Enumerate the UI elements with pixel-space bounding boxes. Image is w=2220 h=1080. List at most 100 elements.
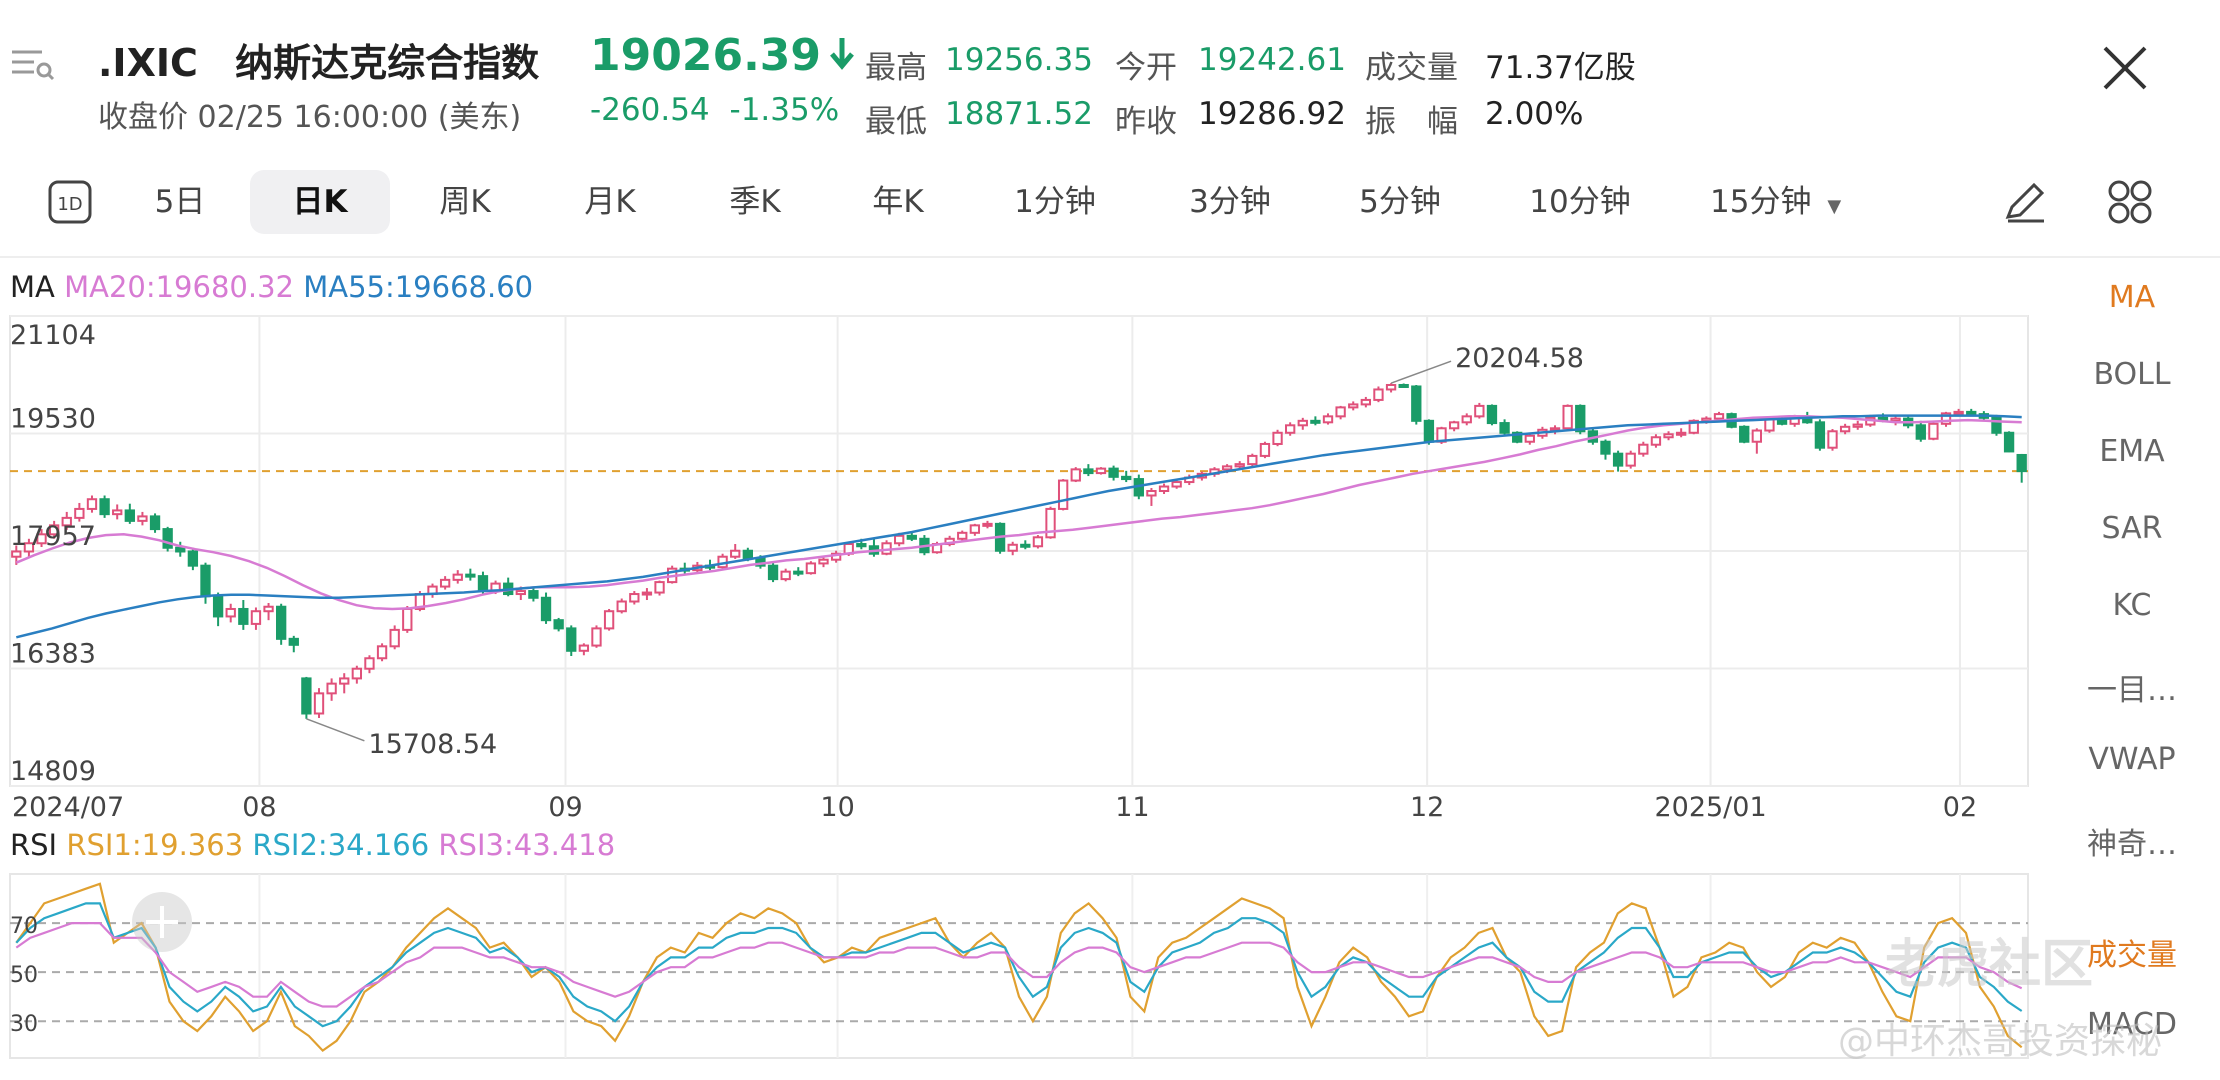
candle-body: [1814, 421, 1826, 449]
candle: [1360, 396, 1372, 408]
candle: [957, 530, 968, 542]
candle: [1600, 439, 1611, 460]
candle-body: [1600, 440, 1611, 455]
candle-body: [1373, 388, 1384, 401]
grid-layout-icon[interactable]: [2100, 170, 2160, 234]
date-axis-label: 2024/07: [12, 792, 124, 823]
candle: [603, 608, 615, 631]
candle-body: [1448, 421, 1460, 430]
candle-body: [1398, 383, 1409, 388]
candle-body: [351, 667, 363, 680]
tab-10min[interactable]: 10分钟: [1529, 184, 1631, 220]
candle-body: [1032, 536, 1044, 548]
volume-label: 成交量: [1365, 50, 1458, 86]
caret-down-icon: ▼: [1827, 196, 1842, 217]
candle-body: [1411, 385, 1422, 422]
low-annotation-leader: [306, 718, 365, 742]
candle-body: [906, 534, 917, 540]
candle-body: [767, 564, 779, 581]
candle-body: [74, 507, 85, 519]
tab-quarter-k[interactable]: 季K: [729, 184, 781, 220]
candle-body: [515, 590, 526, 596]
add-indicator-button[interactable]: [132, 892, 192, 952]
candle: [61, 511, 72, 530]
price-axis-label: 21104: [10, 320, 96, 351]
indicator-volume[interactable]: 成交量: [2087, 938, 2177, 973]
indicator-sar[interactable]: SAR: [2101, 511, 2163, 546]
close-icon[interactable]: [2095, 38, 2155, 98]
indicator-macd[interactable]: MACD: [2087, 1007, 2177, 1042]
candle-body: [36, 533, 47, 545]
symbol-code: .IXIC: [98, 41, 198, 85]
candle-body: [1688, 419, 1699, 434]
candle: [1928, 422, 1939, 441]
candle: [1411, 384, 1422, 425]
candle: [1474, 402, 1485, 419]
candle: [1335, 405, 1346, 420]
candle-body: [250, 610, 262, 625]
tab-week-k[interactable]: 周K: [439, 184, 491, 220]
candle: [1562, 404, 1573, 430]
header-divider: [0, 256, 2220, 258]
rsi1-value: RSI1:19.363: [66, 828, 244, 862]
watermark-author: @中环杰哥投资探秘: [1838, 1021, 2163, 1062]
candle: [1247, 453, 1258, 467]
candle-body: [793, 570, 804, 575]
indicator-ema[interactable]: EMA: [2099, 434, 2165, 469]
candle-body: [818, 558, 829, 565]
indicator-kc[interactable]: KC: [2112, 588, 2152, 623]
tab-1d[interactable]: 1D: [44, 170, 96, 234]
tab-3min[interactable]: 3分钟: [1189, 184, 1271, 220]
candle: [1814, 419, 1826, 451]
tab-15min[interactable]: 15分钟 ▼: [1710, 170, 1850, 234]
high-annotation-label: 20204.58: [1455, 343, 1584, 374]
change-percent: -1.35%: [729, 92, 840, 128]
high-value: 19256.35: [945, 42, 1093, 78]
tab-1min[interactable]: 1分钟: [1014, 184, 1096, 220]
date-axis-label: 11: [1115, 792, 1149, 823]
candle: [540, 592, 552, 624]
candle: [225, 603, 236, 623]
candle-body: [1121, 475, 1132, 481]
candle: [1915, 420, 1926, 442]
candle-body: [238, 607, 249, 625]
tab-month-k[interactable]: 月K: [584, 184, 636, 220]
candle-body: [982, 522, 993, 527]
candle-body: [1638, 443, 1649, 455]
candle-body: [1953, 410, 1964, 415]
tab-5min[interactable]: 5分钟: [1359, 184, 1441, 220]
ma55-line: [16, 414, 2022, 639]
pen-icon[interactable]: [1995, 170, 2055, 234]
indicator-ichimoku[interactable]: 一目…: [2087, 673, 2177, 708]
indicator-boll[interactable]: BOLL: [2093, 357, 2171, 392]
indicator-magic[interactable]: 神奇…: [2087, 827, 2177, 862]
candle-body: [591, 627, 602, 647]
amplitude-value: 2.00%: [1485, 96, 1584, 132]
price-axis-label: 17957: [10, 521, 96, 552]
candle: [1486, 404, 1498, 426]
kline-chart[interactable]: 21104 19530 17957 16383 14809 2024/07 08 09 10 11…: [0, 0, 2040, 1080]
tab-day-k[interactable]: 日K: [250, 170, 390, 234]
candle-body: [364, 657, 375, 670]
rsi1-line: [15, 882, 2023, 1053]
tab-5day[interactable]: 5日: [154, 184, 206, 220]
rsi-legend: RSI RSI1:19.363 RSI2:34.166 RSI3:43.418: [10, 828, 615, 862]
indicator-ma[interactable]: MA: [2108, 280, 2156, 315]
candle: [36, 529, 47, 548]
price-change: -260.54 -1.35%: [590, 92, 839, 128]
menu-icon[interactable]: [10, 40, 56, 86]
arrow-down-icon: [829, 30, 855, 81]
candle: [1512, 431, 1523, 444]
candle: [1095, 467, 1107, 475]
indicator-vwap[interactable]: VWAP: [2088, 742, 2176, 777]
candle: [339, 673, 350, 694]
tab-year-k[interactable]: 年K: [872, 184, 924, 220]
candle-body: [1272, 431, 1283, 445]
candle-body: [957, 531, 968, 540]
volume-value: 71.37亿股: [1485, 50, 1636, 86]
candle: [1322, 413, 1334, 425]
candle-body: [894, 534, 905, 545]
candle: [1751, 428, 1762, 454]
candle: [326, 678, 337, 701]
date-axis-label: 09: [548, 792, 582, 823]
